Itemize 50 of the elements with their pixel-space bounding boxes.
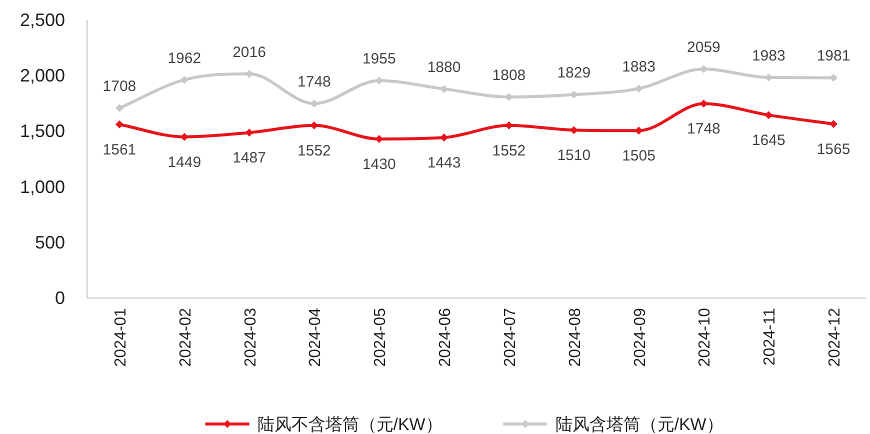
data-label: 1748 [298, 74, 331, 91]
point [115, 104, 124, 112]
y-tick-label: 2,000 [20, 66, 65, 86]
data-label: 1449 [168, 154, 202, 171]
point [180, 76, 188, 84]
y-tick-label: 2,500 [20, 10, 65, 30]
data-label: 1561 [102, 141, 136, 158]
data-label: 1829 [557, 64, 591, 82]
data-label: 1883 [622, 58, 656, 76]
x-tick-label: 2024-07 [502, 308, 519, 367]
x-tick-label: 2024-10 [696, 308, 714, 367]
data-label: 1645 [752, 132, 786, 150]
data-label: 1983 [752, 47, 786, 64]
data-label: 1981 [816, 48, 850, 65]
x-tick-label: 2024-05 [372, 308, 390, 367]
data-label: 1955 [362, 50, 396, 68]
data-label: 1748 [687, 120, 720, 138]
x-tick-label: 2024-02 [177, 308, 194, 367]
y-tick-label: 500 [34, 232, 65, 252]
data-label: 1552 [492, 142, 526, 160]
data-label: 1808 [492, 66, 526, 84]
data-label: 2059 [687, 39, 720, 56]
data-label: 1430 [362, 156, 396, 173]
data-label: 1510 [557, 147, 591, 164]
point [634, 84, 643, 93]
legend-label: 陆风含塔筒（元/KW） [555, 415, 724, 434]
data-label: 1552 [298, 142, 331, 160]
data-label: 1880 [427, 58, 461, 76]
x-tick-label: 2024-12 [826, 308, 844, 367]
x-tick-label: 2024-03 [242, 308, 260, 367]
x-tick-label: 2024-11 [762, 308, 779, 366]
point [830, 120, 838, 128]
data-label: 1565 [816, 140, 850, 158]
point [764, 111, 773, 120]
data-label: 1487 [232, 150, 266, 167]
data-label: 1708 [102, 78, 136, 96]
x-tick-label: 2024-09 [632, 308, 649, 367]
data-label: 1962 [168, 50, 202, 67]
x-tick-label: 2024-06 [437, 308, 454, 367]
legend-label: 陆风不含塔筒（元/KW） [257, 415, 442, 434]
y-tick-label: 1,000 [20, 176, 65, 197]
y-tick-label: 0 [54, 288, 65, 308]
data-label: 1505 [622, 148, 656, 165]
x-tick-label: 2024-08 [566, 308, 584, 367]
point [115, 120, 124, 128]
y-tick-label: 1,500 [20, 121, 65, 142]
data-label: 1443 [427, 154, 461, 172]
data-label: 2016 [232, 44, 266, 61]
x-tick-label: 2024-01 [112, 308, 130, 367]
x-tick-label: 2024-04 [307, 308, 324, 367]
